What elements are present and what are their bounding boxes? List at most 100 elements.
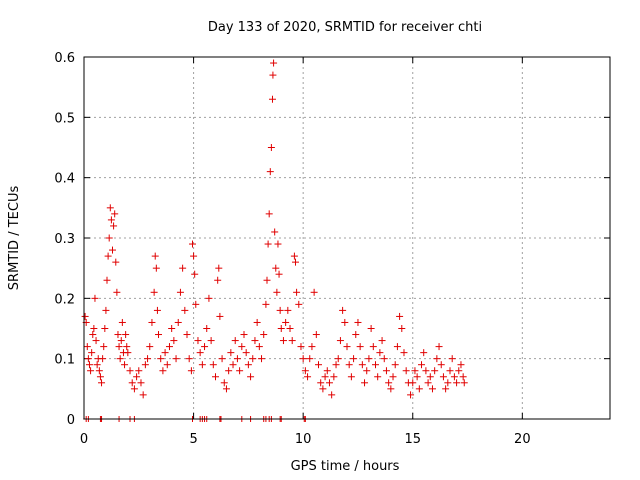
data-point — [157, 355, 165, 363]
data-point — [393, 343, 401, 351]
data-point — [266, 168, 274, 176]
data-point — [426, 373, 434, 381]
data-point — [341, 318, 349, 326]
data-point — [85, 361, 93, 369]
data-point — [174, 318, 182, 326]
data-point — [343, 343, 351, 351]
data-point — [113, 288, 121, 296]
data-point — [277, 325, 285, 332]
y-tick-label: 0.3 — [54, 232, 75, 247]
data-point — [260, 331, 268, 339]
data-point — [293, 288, 301, 296]
data-point — [279, 337, 287, 345]
data-point — [435, 343, 443, 351]
data-point — [141, 361, 149, 369]
data-point — [242, 349, 250, 357]
data-point — [205, 294, 213, 302]
data-point — [214, 276, 222, 284]
data-point — [402, 367, 410, 375]
data-point — [251, 337, 259, 345]
data-point — [407, 391, 415, 399]
data-point — [354, 318, 362, 326]
data-point — [442, 385, 450, 393]
data-point — [163, 361, 171, 369]
data-point — [356, 343, 364, 351]
data-point — [267, 144, 275, 151]
data-point — [411, 367, 419, 375]
data-point — [301, 367, 309, 375]
data-point — [229, 361, 237, 369]
data-point — [422, 367, 430, 375]
data-point — [409, 379, 417, 387]
data-point — [110, 222, 118, 230]
data-point — [428, 385, 436, 393]
data-point — [282, 318, 290, 326]
data-point — [350, 355, 358, 363]
data-point — [371, 361, 379, 369]
data-point — [269, 71, 277, 79]
data-point — [319, 385, 327, 393]
data-point — [315, 361, 323, 369]
data-point — [126, 367, 134, 375]
data-point — [400, 349, 408, 357]
data-point — [91, 294, 99, 302]
data-point — [111, 210, 119, 218]
x-axis-label: GPS time / hours — [291, 459, 400, 474]
data-point — [106, 204, 114, 212]
y-tick-label: 0 — [67, 413, 75, 428]
data-point — [249, 355, 257, 363]
data-point — [323, 367, 331, 375]
data-points — [81, 59, 468, 399]
data-point — [146, 343, 154, 351]
data-point — [105, 234, 113, 242]
data-point — [297, 343, 305, 351]
data-point — [231, 337, 239, 345]
data-point — [304, 373, 312, 381]
data-point — [93, 361, 101, 369]
data-point — [176, 288, 184, 296]
data-point — [89, 331, 97, 339]
data-point — [433, 355, 441, 363]
data-point — [170, 337, 178, 345]
data-point — [347, 373, 355, 381]
data-point — [444, 379, 452, 387]
data-point — [295, 300, 303, 308]
data-point — [190, 252, 198, 260]
data-point — [334, 355, 342, 363]
y-tick-label: 0.5 — [54, 111, 75, 126]
data-point — [117, 337, 125, 345]
data-point — [321, 373, 329, 381]
data-point — [415, 385, 423, 393]
data-point — [263, 276, 271, 284]
data-point — [103, 276, 111, 284]
data-point — [100, 343, 108, 351]
data-point — [122, 331, 130, 339]
x-tick-label: 10 — [295, 432, 312, 447]
y-axis-label: SRMTID / TECUs — [7, 186, 22, 291]
data-point — [276, 306, 284, 314]
plot-frame — [83, 56, 611, 420]
chart-title: Day 133 of 2020, SRMTID for receiver cht… — [208, 20, 482, 35]
y-tick-label: 0.4 — [54, 172, 75, 187]
data-point — [284, 306, 292, 314]
data-point — [137, 379, 145, 387]
data-point — [90, 325, 98, 332]
data-point — [220, 379, 228, 387]
data-point — [330, 373, 338, 381]
data-point — [339, 306, 347, 314]
data-point — [183, 331, 191, 339]
data-point — [328, 391, 336, 399]
data-point — [424, 379, 432, 387]
data-point — [139, 391, 147, 399]
data-point — [286, 325, 294, 332]
data-point — [150, 288, 158, 296]
data-point — [437, 361, 445, 369]
y-tick-label: 0.1 — [54, 353, 75, 368]
data-point — [161, 349, 169, 357]
data-point — [418, 361, 426, 369]
data-point — [215, 264, 223, 272]
data-point — [439, 373, 447, 381]
data-point — [310, 288, 318, 296]
data-point — [460, 379, 468, 387]
